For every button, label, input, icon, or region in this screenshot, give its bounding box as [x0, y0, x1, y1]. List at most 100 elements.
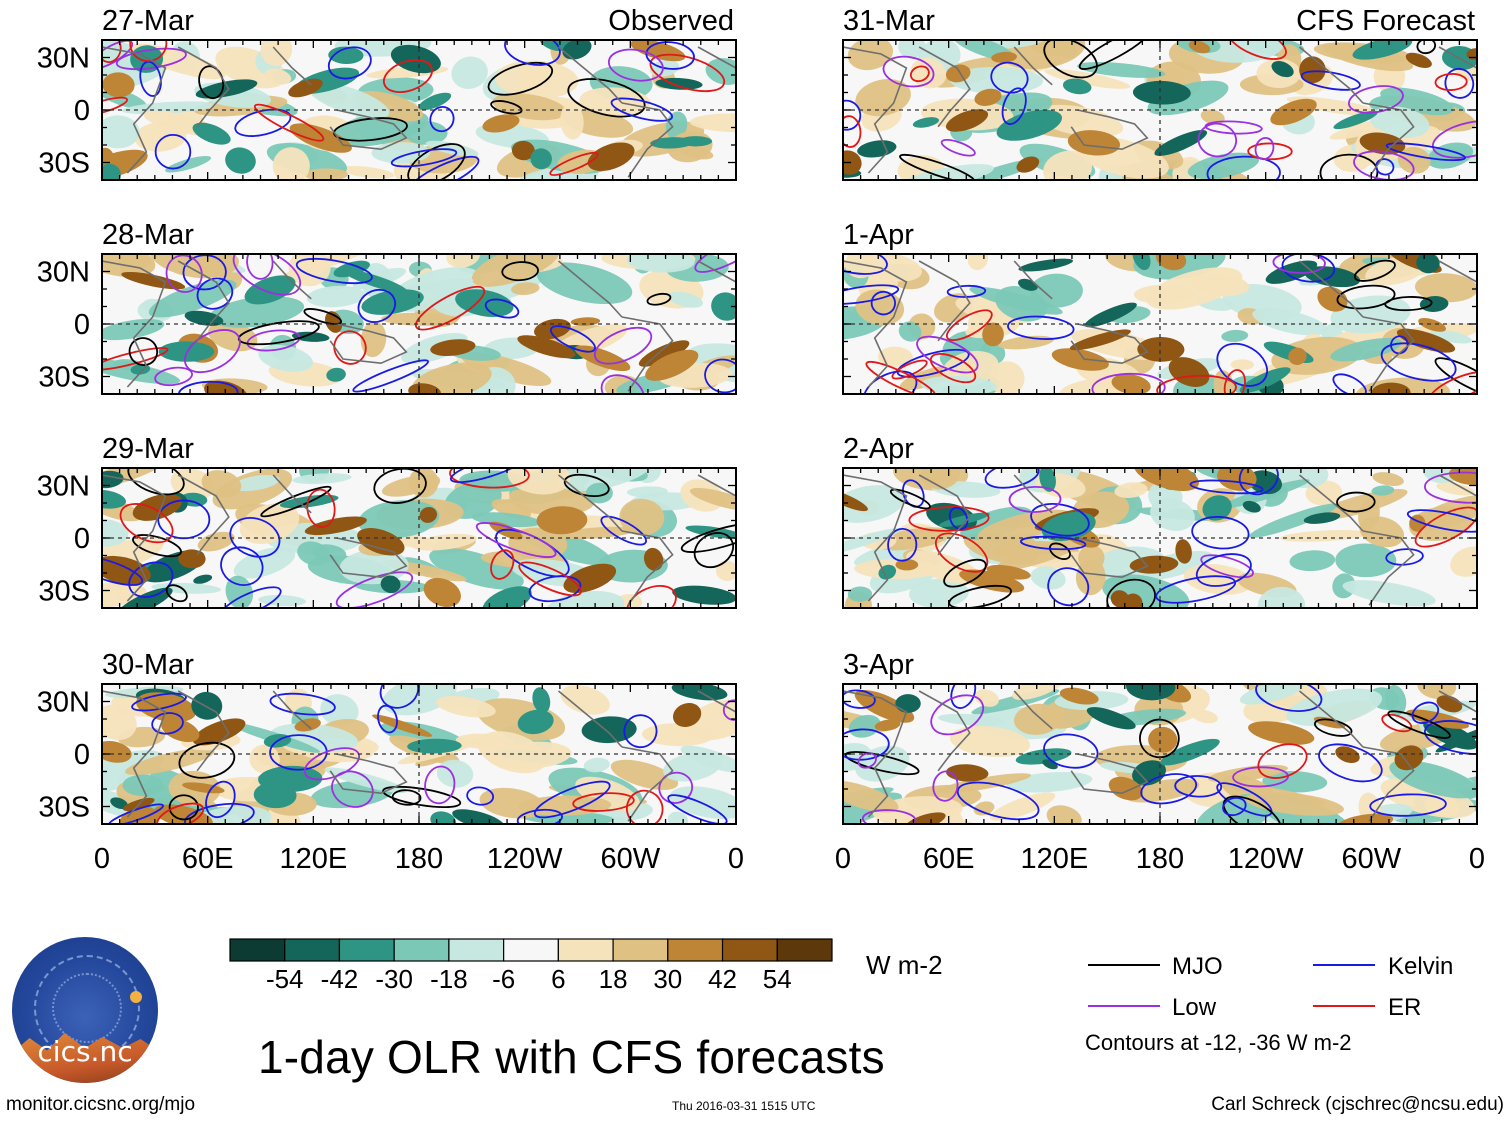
panel-date-label: 30-Mar: [102, 649, 194, 681]
olr-anomaly-patch: [122, 774, 164, 797]
wave-contour: [902, 479, 925, 508]
olr-anomaly-core: [854, 689, 915, 723]
olr-anomaly-core: [581, 716, 637, 744]
olr-anomaly-core: [102, 489, 126, 509]
colorbar-label: 6: [551, 964, 565, 994]
olr-anomaly-patch: [1415, 273, 1477, 303]
wave-contour: [1336, 284, 1396, 310]
colorbar-label: -54: [266, 964, 304, 994]
olr-anomaly-patch: [583, 757, 610, 773]
olr-anomaly-core: [1352, 40, 1413, 60]
sun-icon: [130, 991, 142, 1003]
colorbar-swatch: [503, 938, 559, 962]
olr-anomaly-core: [191, 691, 223, 720]
olr-anomaly-core: [1394, 745, 1424, 771]
olr-anomaly-patch: [937, 713, 1005, 726]
wave-contour: [1008, 485, 1062, 513]
wave-contour: [1434, 357, 1477, 394]
colorbar: -54 -42 -30 -18 -6 6 18 30 42 54: [229, 938, 833, 994]
wave-contour: [1139, 718, 1180, 759]
wave-contour: [220, 586, 282, 608]
wave-contour: [102, 555, 144, 586]
wave-contour: [501, 261, 539, 282]
y-tick-label: 30S: [38, 792, 90, 824]
x-tick-label: 0: [94, 843, 110, 875]
olr-anomaly-patch: [1450, 546, 1477, 577]
wave-contour: [234, 108, 292, 137]
colorbar-units: W m-2: [866, 950, 943, 980]
wave-contour: [623, 714, 658, 749]
olr-anomaly-core: [1039, 468, 1056, 492]
wave-contour: [843, 99, 862, 131]
olr-anomaly-patch: [471, 254, 560, 287]
legend: MJO Kelvin Low ER: [1088, 953, 1453, 1021]
olr-anomaly-core: [1396, 328, 1456, 353]
olr-anomaly-patch: [1335, 543, 1397, 578]
panel-date-label: 2-Apr: [843, 433, 914, 465]
olr-anomaly-core: [304, 516, 367, 536]
olr-anomaly-core: [102, 555, 151, 585]
olr-anomaly-patch: [579, 87, 651, 116]
cics-logo: cics.nc: [12, 937, 158, 1083]
coastline: [102, 474, 167, 602]
olr-anomaly-core: [1416, 254, 1440, 274]
olr-anomaly-patch: [272, 147, 310, 180]
wave-contour: [865, 360, 937, 394]
olr-anomaly-patch: [989, 792, 1056, 821]
coastline: [329, 323, 408, 365]
colorbar-swatch: [721, 938, 778, 962]
colorbar-label: 42: [708, 964, 737, 994]
wave-contour: [1385, 548, 1424, 566]
wave-contour: [1390, 335, 1409, 355]
olr-anomaly-patch: [1417, 684, 1457, 700]
olr-anomaly-patch: [1286, 688, 1383, 726]
wave-contour: [1189, 479, 1264, 495]
coastline: [557, 474, 623, 532]
y-tick-label: 0: [74, 523, 90, 555]
olr-anomaly-patch: [340, 166, 395, 179]
wave-contour: [196, 277, 234, 310]
map-panel: 1-Apr: [842, 219, 1478, 395]
olr-anomaly-core: [121, 271, 186, 290]
olr-anomaly-core: [1333, 110, 1378, 130]
wave-contour: [1226, 40, 1287, 60]
wave-contour: [984, 468, 1040, 489]
olr-anomaly-core: [288, 78, 323, 98]
coastline: [621, 530, 674, 606]
wave-contour: [857, 752, 877, 769]
wave-contour: [626, 584, 677, 608]
olr-anomaly-core: [1086, 707, 1136, 730]
wave-contour: [165, 584, 188, 603]
olr-anomaly-core: [161, 718, 200, 743]
x-tick-label: 180: [1136, 843, 1184, 875]
x-tick-label: 0: [1469, 843, 1485, 875]
olr-anomaly-core: [1435, 726, 1477, 753]
olr-anomaly-core: [361, 289, 424, 315]
colorbar-swatch: [393, 938, 450, 962]
colorbar-swatch: [557, 938, 614, 962]
olr-anomaly-core: [1405, 52, 1432, 68]
wave-contour: [1155, 575, 1237, 604]
coastline: [621, 316, 674, 392]
olr-anomaly-patch: [1312, 488, 1408, 521]
olr-anomaly-patch: [1230, 359, 1255, 370]
wave-contour: [645, 41, 695, 70]
olr-anomaly-core: [1155, 254, 1187, 271]
wave-contour: [1375, 158, 1395, 176]
olr-anomaly-patch: [967, 254, 989, 271]
x-tick-label: 0: [728, 843, 744, 875]
wave-contour: [373, 468, 427, 504]
coastline: [329, 537, 408, 579]
colorbar-label: 54: [763, 964, 792, 994]
olr-anomaly-core: [895, 559, 919, 571]
wave-contour: [475, 522, 557, 558]
olr-anomaly-patch: [306, 285, 366, 308]
coastline: [1298, 474, 1364, 532]
map-panel: 3-Apr: [842, 649, 1478, 825]
coastline: [621, 746, 674, 822]
olr-anomaly-core: [102, 149, 148, 180]
olr-anomaly-core: [407, 738, 462, 754]
coastline: [272, 474, 312, 514]
wave-contour: [429, 106, 455, 133]
colorbar-label: -6: [492, 964, 515, 994]
